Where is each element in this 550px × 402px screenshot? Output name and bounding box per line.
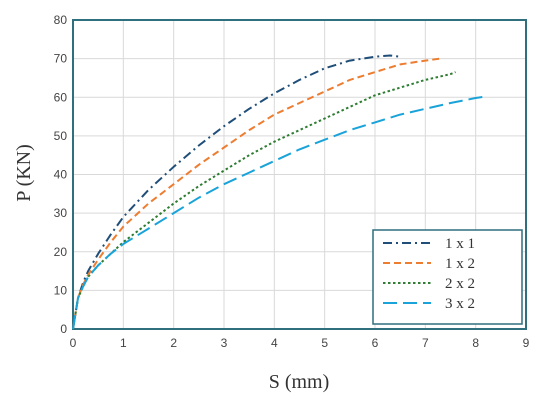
legend-label: 1 x 1 [445,236,475,252]
y-tick-label: 20 [54,245,68,259]
y-tick-label: 60 [54,90,68,104]
y-tick-label: 50 [54,129,68,143]
series-lines [72,54,486,330]
x-tick-label: 0 [70,336,77,350]
legend: 1 x 1 1 x 2 2 x 2 3 x 2 [372,229,523,325]
x-tick-label: 9 [523,336,530,350]
y-tick-label: 80 [54,13,68,27]
y-tick-label: 10 [54,283,68,297]
plot-area-border [72,19,527,330]
x-tick-label: 4 [271,336,278,350]
y-tick-label: 30 [54,206,68,220]
x-tick-label: 5 [321,336,328,350]
y-tick-labels: 0 10 20 30 40 50 60 70 80 [54,13,68,336]
legend-label: 1 x 2 [445,256,475,272]
y-tick-label: 70 [54,52,68,66]
x-axis-title: S (mm) [269,371,330,393]
x-tick-label: 3 [221,336,228,350]
x-tick-label: 2 [170,336,177,350]
legend-box [372,229,523,325]
x-tick-label: 7 [422,336,429,350]
y-axis-title: P (KN) [13,144,35,202]
x-tick-label: 1 [120,336,127,350]
series-line-1 [72,54,401,330]
y-tick-label: 0 [60,322,67,336]
y-tick-label: 40 [54,168,68,182]
series-line-4 [72,95,486,330]
x-tick-label: 6 [372,336,379,350]
legend-label: 3 x 2 [445,296,475,312]
series-line-2 [72,57,441,330]
x-tick-label: 8 [472,336,479,350]
x-tick-labels: 0 1 2 3 4 5 6 7 8 9 [70,336,530,350]
legend-label: 2 x 2 [445,276,475,292]
